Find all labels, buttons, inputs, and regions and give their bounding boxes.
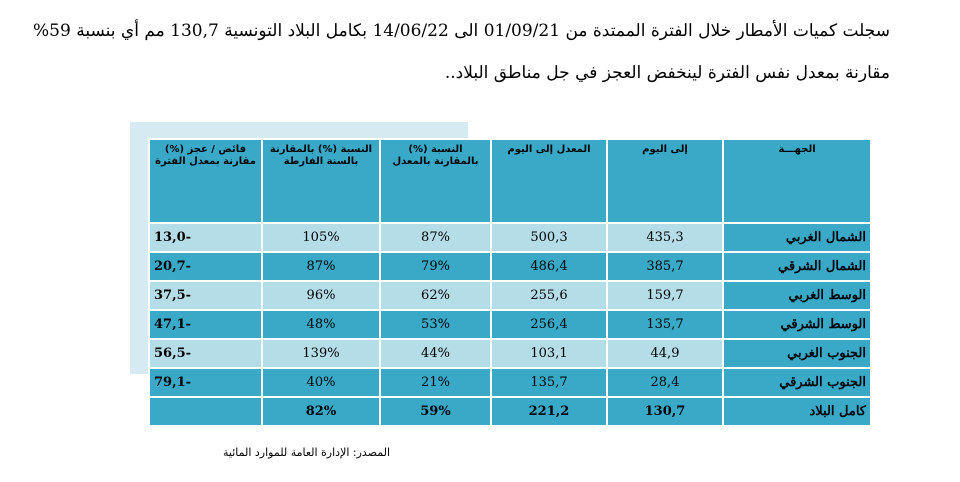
surplus-cell: -56,5 [148, 338, 263, 369]
surplus-cell: -47,1 [148, 309, 263, 340]
to-date-cell: 28,4 [606, 367, 724, 398]
to-date-cell: 135,7 [606, 309, 724, 340]
to-date-cell: 159,7 [606, 280, 724, 311]
table-header-row: الجهـــة إلى اليوم المعدل إلى اليوم النس… [148, 138, 872, 224]
avg-cell: 486,4 [490, 251, 608, 282]
header-pct-avg: النسبة (%) بالمقارنة بالمعدل [379, 138, 492, 224]
table-row: الوسط الشرقي 135,7 256,4 53% 48% -47,1 [148, 309, 872, 340]
rainfall-table: الجهـــة إلى اليوم المعدل إلى اليوم النس… [148, 138, 872, 427]
avg-cell: 256,4 [490, 309, 608, 340]
avg-cell: 135,7 [490, 367, 608, 398]
surplus-cell: -37,5 [148, 280, 263, 311]
pct-avg-cell: 21% [379, 367, 492, 398]
pct-avg-cell: 44% [379, 338, 492, 369]
total-region-cell: كامل البلاد [722, 396, 872, 427]
pct-avg-cell: 79% [379, 251, 492, 282]
total-pct-avg-cell: 59% [379, 396, 492, 427]
region-cell: الجنوب الغربي [722, 338, 872, 369]
pct-prev-cell: 87% [261, 251, 381, 282]
table-row: الشمال الشرقي 385,7 486,4 79% 87% -20,7 [148, 251, 872, 282]
pct-prev-cell: 48% [261, 309, 381, 340]
table-row: الوسط الغربي 159,7 255,6 62% 96% -37,5 [148, 280, 872, 311]
to-date-cell: 435,3 [606, 222, 724, 253]
header-region: الجهـــة [722, 138, 872, 224]
region-cell: الشمال الغربي [722, 222, 872, 253]
total-to-date-cell: 130,7 [606, 396, 724, 427]
intro-line-1: سجلت كميات الأمطار خلال الفترة الممتدة م… [33, 21, 890, 41]
pct-prev-cell: 96% [261, 280, 381, 311]
table-row: الشمال الغربي 435,3 500,3 87% 105% -13,0 [148, 222, 872, 253]
avg-cell: 500,3 [490, 222, 608, 253]
header-avg-to-date: المعدل إلى اليوم [490, 138, 608, 224]
table-total-row: كامل البلاد 130,7 221,2 59% 82% [148, 396, 872, 427]
surplus-cell: -79,1 [148, 367, 263, 398]
total-pct-prev-cell: 82% [261, 396, 381, 427]
region-cell: الوسط الغربي [722, 280, 872, 311]
header-to-date: إلى اليوم [606, 138, 724, 224]
surplus-cell: -20,7 [148, 251, 263, 282]
pct-prev-cell: 105% [261, 222, 381, 253]
to-date-cell: 385,7 [606, 251, 724, 282]
to-date-cell: 44,9 [606, 338, 724, 369]
table-row: الجنوب الغربي 44,9 103,1 44% 139% -56,5 [148, 338, 872, 369]
region-cell: الوسط الشرقي [722, 309, 872, 340]
total-surplus-cell [148, 396, 263, 427]
avg-cell: 255,6 [490, 280, 608, 311]
region-cell: الشمال الشرقي [722, 251, 872, 282]
region-cell: الجنوب الشرقي [722, 367, 872, 398]
source-note: المصدر: الإدارة العامة للموارد المائية [223, 446, 390, 459]
table-row: الجنوب الشرقي 28,4 135,7 21% 40% -79,1 [148, 367, 872, 398]
pct-avg-cell: 87% [379, 222, 492, 253]
surplus-cell: -13,0 [148, 222, 263, 253]
pct-prev-cell: 40% [261, 367, 381, 398]
pct-avg-cell: 62% [379, 280, 492, 311]
avg-cell: 103,1 [490, 338, 608, 369]
header-surplus: فائض / عجز (%) مقارنة بمعدل الفترة [148, 138, 263, 224]
header-pct-prev: النسبة (%) بالمقارنة بالسنة الفارطة [261, 138, 381, 224]
intro-line-2: مقارنة بمعدل نفس الفترة لينخفض العجز في … [444, 63, 890, 83]
pct-prev-cell: 139% [261, 338, 381, 369]
total-avg-cell: 221,2 [490, 396, 608, 427]
pct-avg-cell: 53% [379, 309, 492, 340]
